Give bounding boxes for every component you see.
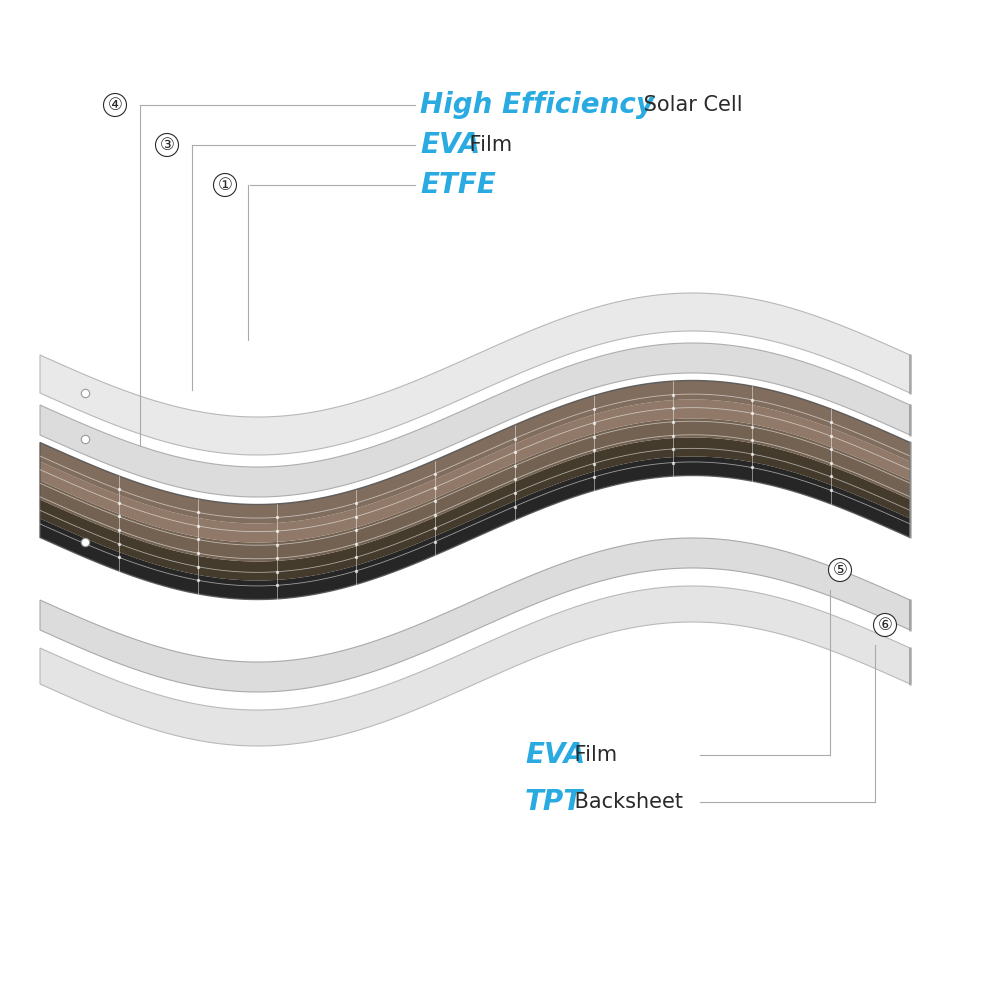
- Polygon shape: [40, 586, 910, 746]
- Polygon shape: [40, 438, 910, 580]
- Point: [269, 523, 285, 539]
- Point: [111, 549, 127, 565]
- Text: Solar Cell: Solar Cell: [637, 95, 742, 115]
- Point: [427, 520, 443, 536]
- Point: [507, 431, 523, 447]
- Point: [744, 419, 760, 435]
- Point: [427, 493, 443, 509]
- Text: Film: Film: [463, 135, 512, 155]
- Text: High Efficiency: High Efficiency: [420, 91, 654, 119]
- Polygon shape: [40, 381, 910, 523]
- Point: [427, 534, 443, 550]
- Point: [823, 482, 839, 498]
- Point: [586, 469, 602, 485]
- Point: [190, 504, 206, 520]
- Point: [190, 531, 206, 547]
- Point: [507, 444, 523, 460]
- Text: TPT: TPT: [525, 788, 583, 816]
- Point: [823, 468, 839, 484]
- Text: ETFE: ETFE: [420, 171, 496, 199]
- Point: [665, 455, 681, 471]
- Point: [348, 522, 364, 538]
- Text: EVA: EVA: [525, 741, 585, 769]
- Point: [586, 442, 602, 458]
- Point: [190, 545, 206, 561]
- Point: [111, 536, 127, 552]
- Point: [744, 405, 760, 421]
- Polygon shape: [40, 293, 910, 455]
- Point: [269, 577, 285, 593]
- Point: [823, 441, 839, 457]
- Point: [427, 466, 443, 482]
- Point: [507, 485, 523, 501]
- Point: [269, 550, 285, 566]
- Point: [507, 471, 523, 487]
- Point: [823, 414, 839, 430]
- Text: Backsheet: Backsheet: [568, 792, 683, 812]
- Point: [190, 518, 206, 534]
- Point: [111, 508, 127, 524]
- Point: [269, 509, 285, 525]
- Point: [269, 564, 285, 580]
- Point: [586, 401, 602, 417]
- Point: [823, 455, 839, 471]
- Point: [586, 415, 602, 431]
- Point: [586, 429, 602, 445]
- Text: ①: ①: [218, 176, 232, 194]
- Text: ③: ③: [160, 136, 174, 154]
- Point: [111, 481, 127, 497]
- Polygon shape: [40, 419, 910, 561]
- Point: [111, 522, 127, 538]
- Text: Film: Film: [568, 745, 617, 765]
- Point: [665, 400, 681, 416]
- Point: [427, 507, 443, 523]
- Point: [348, 563, 364, 579]
- Point: [348, 509, 364, 525]
- Point: [744, 459, 760, 475]
- Text: EVA: EVA: [420, 131, 480, 159]
- Point: [427, 480, 443, 496]
- Point: [190, 559, 206, 575]
- Text: ⑤: ⑤: [833, 561, 847, 579]
- Polygon shape: [40, 457, 910, 599]
- Point: [348, 495, 364, 511]
- Polygon shape: [40, 343, 910, 497]
- Point: [665, 387, 681, 403]
- Point: [665, 428, 681, 444]
- Point: [111, 495, 127, 511]
- Point: [586, 456, 602, 472]
- Point: [744, 446, 760, 462]
- Point: [744, 392, 760, 408]
- Point: [507, 458, 523, 474]
- Point: [269, 537, 285, 553]
- Point: [744, 432, 760, 448]
- Polygon shape: [40, 400, 910, 542]
- Text: ⑥: ⑥: [878, 616, 892, 634]
- Text: ④: ④: [108, 96, 122, 114]
- Point: [348, 536, 364, 552]
- Point: [348, 549, 364, 565]
- Point: [823, 428, 839, 444]
- Point: [507, 499, 523, 515]
- Point: [665, 414, 681, 430]
- Point: [190, 572, 206, 588]
- Polygon shape: [40, 538, 910, 692]
- Point: [665, 441, 681, 457]
